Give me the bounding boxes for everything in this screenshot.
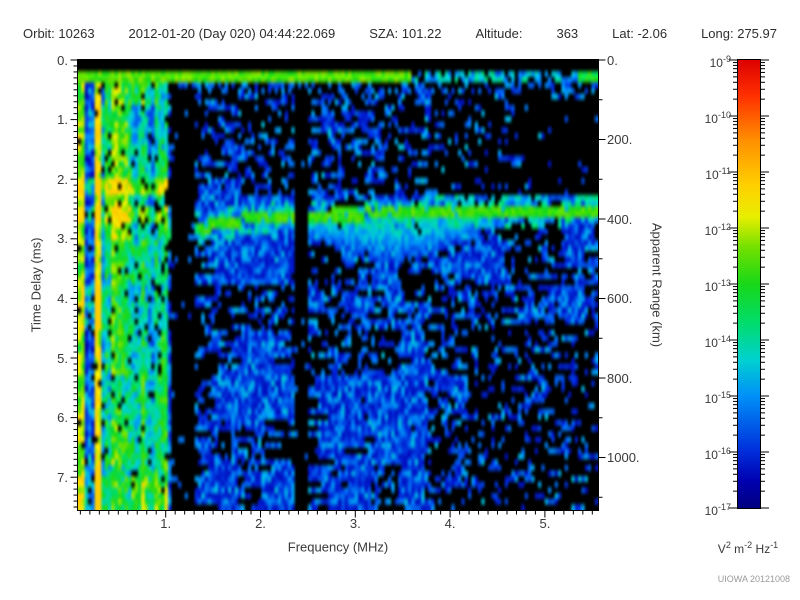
colorbar-tick-label: 10-15 (704, 390, 731, 406)
y2-tick-label: 800. (607, 370, 633, 386)
y-tick-label: 3. (57, 231, 68, 247)
header-segment: Altitude: (475, 26, 523, 41)
spectrogram-canvas (78, 60, 598, 510)
y2-tick-label: 600. (607, 291, 633, 307)
colorbar-tick-label: 10-9 (709, 54, 731, 70)
header-segment: Long: 275.97 (701, 26, 777, 41)
y2-axis-title: Apparent Range (km) (649, 222, 665, 348)
header-segment: 363 (556, 26, 579, 41)
header-segment: SZA: 101.22 (369, 26, 442, 41)
colorbar (737, 59, 761, 509)
colorbar-tick-label: 10-11 (705, 166, 731, 182)
x-tick-label: 3. (349, 516, 361, 531)
y-tick-label: 0. (57, 52, 68, 68)
y-tick-label: 4. (57, 290, 68, 306)
y2-tick-label: 400. (607, 211, 633, 227)
x-tick-label: 2. (255, 516, 266, 531)
colorbar-tick-label: 10-17 (704, 502, 731, 518)
colorbar-tick-label: 10-10 (704, 110, 731, 126)
x-tick-label: 1. (160, 516, 172, 531)
header-segment: Orbit: 10263 (23, 26, 95, 41)
y2-tick-label: 200. (607, 132, 633, 147)
colorbar-tick-label: 10-16 (704, 446, 731, 462)
credit-label: UIOWA 20121008 (717, 574, 790, 584)
header-info-bar: Orbit: 10263 2012-01-20 (Day 020) 04:44:2… (23, 26, 777, 41)
y2-tick-label: 1000. (607, 450, 640, 466)
header-segment: Lat: -2.06 (612, 26, 668, 41)
y-tick-label: 2. (57, 171, 68, 187)
colorbar-tick-label: 10-13 (704, 278, 731, 294)
y-axis-title: Time Delay (ms) (28, 237, 44, 333)
colorbar-units-label: V2 m-2 Hz-1 (717, 540, 779, 556)
x-tick-label: 5. (539, 516, 551, 531)
x-axis-title: Frequency (MHz) (287, 539, 389, 555)
y2-tick-label: 0. (607, 52, 618, 68)
colorbar-tick-label: 10-12 (704, 222, 731, 238)
y-tick-label: 6. (57, 410, 68, 426)
y-tick-label: 1. (57, 112, 68, 128)
y-tick-label: 7. (57, 469, 68, 485)
colorbar-gradient (738, 60, 760, 508)
x-tick-label: 4. (444, 516, 456, 531)
colorbar-tick-label: 10-14 (704, 334, 731, 350)
y-tick-label: 5. (57, 350, 68, 366)
header-segment: 2012-01-20 (Day 020) 04:44:22.069 (128, 26, 336, 41)
